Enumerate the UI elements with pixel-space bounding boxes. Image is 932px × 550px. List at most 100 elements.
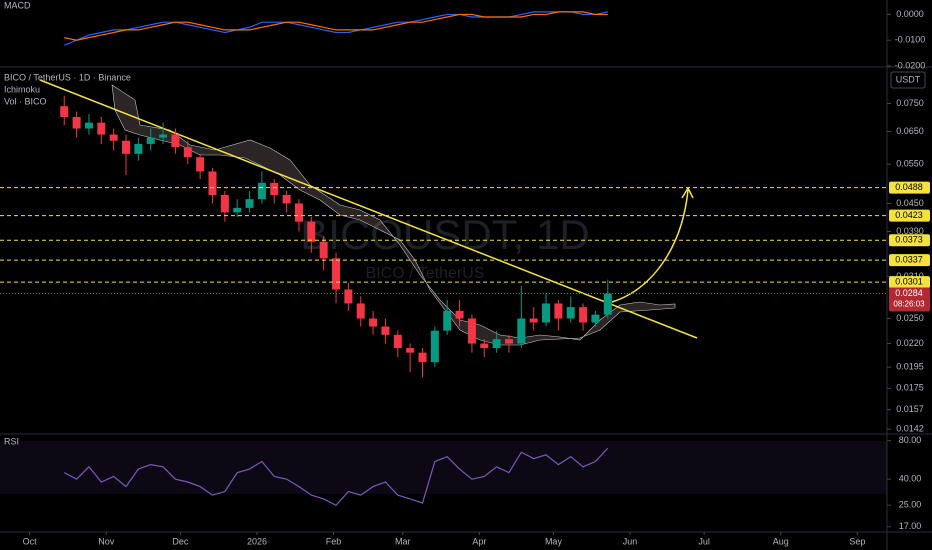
candle-body	[603, 293, 612, 315]
y-tick-label: 25.00	[899, 500, 922, 510]
candle-body	[579, 307, 588, 323]
candle-body	[122, 140, 131, 154]
candle-body	[282, 194, 291, 204]
projection-arrow	[611, 189, 689, 303]
level-label: 0.0373	[895, 235, 923, 245]
indicator-label: Vol · BICO	[4, 96, 47, 106]
candle-body	[220, 194, 229, 213]
series-line	[64, 11, 608, 41]
trendline	[39, 79, 698, 339]
level-label-box	[889, 234, 930, 247]
currency-box[interactable]	[890, 71, 926, 89]
y-tick-label: -0.0100	[895, 35, 926, 45]
countdown: 08:26:03	[893, 300, 925, 309]
candle-body	[492, 339, 501, 349]
candle-body	[393, 334, 402, 349]
candle-body	[566, 307, 575, 319]
rsi-title: RSI	[4, 436, 19, 446]
candle-body	[245, 199, 254, 208]
candle-body	[504, 339, 513, 344]
macd-title: MACD	[4, 0, 31, 10]
candle-body	[294, 203, 303, 222]
candle-body	[480, 343, 489, 349]
y-tick-label: 0.0157	[896, 404, 924, 414]
candle-body	[344, 289, 353, 304]
x-tick-label: Mar	[395, 536, 411, 546]
x-tick-label: Feb	[326, 536, 342, 546]
symbol-title: BICO / TetherUS · 1D · Binance	[4, 72, 131, 82]
level-label-box	[889, 276, 930, 289]
candle-body	[332, 258, 341, 290]
x-tick-label: Jun	[623, 536, 638, 546]
series-line	[63, 447, 609, 506]
candle-body	[97, 122, 106, 135]
x-tick-label: Oct	[23, 536, 38, 546]
level-label: 0.0423	[895, 210, 923, 220]
rsi-band	[0, 441, 887, 494]
x-tick-label: May	[545, 536, 563, 546]
indicator-label: Ichimoku	[4, 84, 40, 94]
candle-body	[183, 147, 192, 158]
candle-body	[591, 314, 600, 323]
candle-body	[517, 318, 526, 344]
x-tick-label: Sep	[849, 536, 865, 546]
y-tick-label: 0.0220	[896, 338, 924, 348]
y-tick-label: 0.0195	[896, 362, 924, 372]
candle-body	[369, 318, 378, 327]
y-tick-label: 0.0250	[896, 313, 924, 323]
last-price-box	[889, 287, 930, 312]
candle-body	[554, 303, 563, 319]
candle-body	[233, 207, 242, 213]
candle-body	[196, 157, 205, 172]
y-tick-label: 40.00	[899, 474, 922, 484]
y-tick-label: 0.0175	[896, 383, 924, 393]
level-label-box	[889, 254, 930, 267]
x-tick-label: 2026	[247, 536, 267, 546]
y-tick-label: 0.0550	[896, 159, 924, 169]
level-label: 0.0301	[895, 277, 923, 287]
candle-body	[270, 182, 279, 195]
y-tick-label: 0.0650	[896, 126, 924, 136]
level-label: 0.0337	[895, 254, 923, 264]
x-tick-label: Apr	[472, 536, 486, 546]
currency[interactable]: USDT	[896, 74, 921, 84]
candle-body	[455, 310, 464, 319]
candle-body	[159, 134, 168, 138]
candle-body	[307, 221, 316, 242]
candle-body	[418, 352, 427, 363]
y-tick-label: 0.0390	[896, 226, 924, 236]
y-tick-label: 0.0750	[896, 98, 924, 108]
last-price-label: 0.0284	[895, 288, 923, 298]
level-label-box	[889, 181, 930, 194]
candle-body	[208, 171, 217, 195]
candle-body	[109, 134, 118, 141]
x-tick-label: Jul	[698, 536, 710, 546]
level-label: 0.0488	[895, 182, 923, 192]
candle-body	[430, 330, 439, 363]
y-tick-label: 17.00	[899, 521, 922, 531]
candle-body	[319, 241, 328, 259]
watermark: BICOUSDT, 1D	[300, 211, 589, 258]
series-line	[64, 11, 608, 46]
candle-body	[60, 106, 69, 118]
watermark-subtitle: BICO / TetherUS	[366, 265, 485, 282]
candle-body	[542, 303, 551, 323]
candle-body	[529, 318, 538, 323]
candle-body	[467, 318, 476, 344]
candle-body	[72, 117, 81, 129]
x-tick-label: Aug	[773, 536, 789, 546]
y-tick-label: 0.0000	[896, 9, 924, 19]
y-tick-label: 0.0142	[896, 424, 924, 434]
candle-body	[84, 122, 93, 129]
y-tick-label: -0.0200	[895, 60, 926, 70]
x-tick-label: Dec	[172, 536, 189, 546]
y-tick-label: 0.0310	[896, 271, 924, 281]
level-label-box	[889, 209, 930, 222]
candle-body	[356, 303, 365, 319]
candle-body	[134, 143, 143, 154]
candle-body	[146, 137, 155, 144]
candle-body	[443, 310, 452, 331]
candle-body	[406, 348, 415, 353]
x-tick-label: Nov	[98, 536, 115, 546]
